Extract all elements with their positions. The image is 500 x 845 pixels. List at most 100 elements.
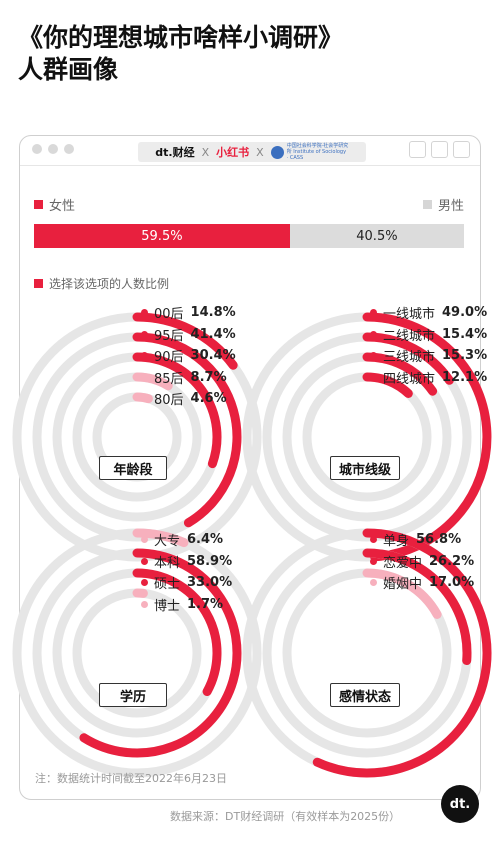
ring-label-row: 婚姻中 17.0% bbox=[370, 573, 474, 592]
ring-category-label: 单身 bbox=[383, 534, 410, 549]
ring-category-label: 85后 bbox=[154, 371, 184, 387]
ratio-legend-label: 选择该选项的人数比例 bbox=[49, 277, 170, 291]
institute-logo-icon bbox=[270, 145, 284, 159]
male-bar-segment: 40.5% bbox=[289, 224, 464, 248]
ring-color-dot bbox=[141, 600, 148, 608]
ring-arc-单身 bbox=[312, 528, 492, 778]
ring-color-dot bbox=[141, 395, 148, 402]
ring-value-label: 26.2% bbox=[429, 553, 475, 569]
ring-arc-本科 bbox=[79, 548, 242, 758]
dt-brand: dt.财经 bbox=[155, 146, 195, 159]
female-swatch bbox=[34, 200, 43, 209]
ring-color-dot bbox=[141, 557, 148, 565]
ring-value-label: 58.9% bbox=[187, 553, 233, 569]
ring-arc-恋爱中 bbox=[362, 548, 472, 666]
window-minimize-icon[interactable] bbox=[409, 141, 426, 158]
female-legend: 女性 bbox=[34, 195, 75, 214]
ring-arc-二线城市 bbox=[362, 332, 454, 385]
ring-value-label: 56.8% bbox=[416, 532, 462, 547]
window-dots bbox=[32, 144, 74, 154]
ring-arc-硕士 bbox=[132, 568, 222, 697]
chart-title-tag: 年龄段 bbox=[99, 456, 167, 480]
ring-arc-大专 bbox=[132, 528, 189, 548]
ring-value-label: 15.4% bbox=[442, 326, 488, 342]
ring-label-row: 大专 6.4% bbox=[141, 530, 223, 549]
ring-category-label: 婚姻中 bbox=[383, 577, 423, 592]
ring-color-dot bbox=[141, 352, 148, 359]
ring-value-label: 49.0% bbox=[442, 305, 488, 320]
window-dot-icon bbox=[32, 144, 42, 154]
data-source: 数据来源：DT财经调研（有效样本为2025份） bbox=[170, 810, 401, 823]
ring-arc-90后 bbox=[132, 352, 222, 469]
ring-arc-85后 bbox=[132, 372, 173, 391]
ring-label-row: 80后 4.6% bbox=[141, 389, 227, 408]
title-line-2: 人群画像 bbox=[18, 55, 119, 84]
ring-color-dot bbox=[370, 557, 377, 565]
ring-label-row: 本科 58.9% bbox=[141, 552, 232, 571]
ring-arc-00后 bbox=[132, 312, 238, 370]
window-close-icon[interactable] bbox=[453, 141, 470, 158]
ring-value-label: 6.4% bbox=[187, 532, 224, 547]
female-bar-segment: 59.5% bbox=[34, 224, 290, 248]
window-buttons bbox=[409, 141, 470, 158]
female-legend-label: 女性 bbox=[49, 199, 76, 214]
ring-color-dot bbox=[370, 579, 377, 586]
ring-value-label: 1.7% bbox=[187, 596, 224, 612]
ring-category-label: 恋爱中 bbox=[383, 555, 423, 571]
institute-text: 中国社会科学院·社会学研究所 Institute of Sociology · … bbox=[286, 143, 349, 161]
ring-category-label: 四线城市 bbox=[383, 371, 436, 387]
ring-label-row: 90后 30.4% bbox=[141, 346, 236, 365]
ring-category-label: 本科 bbox=[154, 555, 181, 571]
ring-label-row: 博士 1.7% bbox=[141, 595, 223, 614]
ring-label-row: 三线城市 15.3% bbox=[370, 346, 487, 365]
ring-value-label: 41.4% bbox=[190, 326, 236, 342]
ring-value-label: 15.3% bbox=[442, 348, 488, 363]
ring-color-dot bbox=[141, 536, 148, 543]
ring-color-dot bbox=[141, 330, 148, 338]
ring-category-label: 大专 bbox=[154, 534, 181, 549]
ring-color-dot bbox=[370, 330, 377, 338]
institute-brand: 中国社会科学院·社会学研究所 Institute of Sociology · … bbox=[270, 143, 349, 161]
ratio-legend: 选择该选项的人数比例 bbox=[34, 275, 169, 292]
ring-category-label: 90后 bbox=[154, 350, 184, 365]
ring-label-row: 一线城市 49.0% bbox=[370, 303, 487, 322]
ring-label-row: 二线城市 15.4% bbox=[370, 325, 487, 344]
chart-title-tag: 城市线级 bbox=[330, 456, 400, 480]
ring-arc-95后 bbox=[132, 332, 242, 528]
ring-color-dot bbox=[370, 309, 377, 316]
male-legend-label: 男性 bbox=[437, 199, 464, 214]
ring-value-label: 30.4% bbox=[190, 348, 236, 363]
male-value-label: 40.5% bbox=[356, 228, 398, 244]
ring-color-dot bbox=[370, 536, 377, 543]
window-dot-icon bbox=[48, 144, 58, 154]
ring-label-row: 四线城市 12.1% bbox=[370, 368, 487, 387]
chart-title-tag: 学历 bbox=[99, 683, 167, 707]
brand-bar: dt.财经 X 小红书 X 中国社会科学院·社会学研究所 Institute o… bbox=[138, 142, 366, 162]
male-swatch bbox=[422, 200, 432, 209]
ring-value-label: 14.8% bbox=[190, 305, 236, 320]
window-dot-icon bbox=[64, 144, 74, 154]
brand-separator: X bbox=[256, 145, 264, 159]
ring-color-dot bbox=[370, 373, 377, 381]
ring-value-label: 17.0% bbox=[429, 575, 475, 590]
ring-label-row: 单身 56.8% bbox=[370, 530, 461, 549]
ring-category-label: 95后 bbox=[154, 328, 184, 344]
ring-color-dot bbox=[141, 579, 148, 586]
dt-logo-icon: dt. bbox=[441, 785, 479, 823]
ring-category-label: 三线城市 bbox=[383, 350, 436, 365]
ring-label-row: 95后 41.4% bbox=[141, 325, 236, 344]
gender-bar: 59.5% 40.5% bbox=[34, 224, 464, 248]
ring-label-row: 恋爱中 26.2% bbox=[370, 552, 474, 571]
ring-color-dot bbox=[141, 373, 148, 381]
ring-color-dot bbox=[370, 352, 377, 359]
ratio-swatch bbox=[34, 279, 43, 288]
window-maximize-icon[interactable] bbox=[431, 141, 448, 158]
page-title: 《你的理想城市啥样小调研》 人群画像 bbox=[18, 22, 343, 86]
ring-category-label: 硕士 bbox=[154, 577, 181, 592]
window-bar: dt.财经 X 小红书 X 中国社会科学院·社会学研究所 Institute o… bbox=[20, 136, 480, 166]
xiaohongshu-brand: 小红书 bbox=[216, 146, 250, 159]
title-line-1: 《你的理想城市啥样小调研》 bbox=[18, 23, 344, 52]
ring-value-label: 33.0% bbox=[187, 575, 233, 590]
ring-label-row: 硕士 33.0% bbox=[141, 573, 232, 592]
ring-category-label: 00后 bbox=[154, 307, 184, 322]
